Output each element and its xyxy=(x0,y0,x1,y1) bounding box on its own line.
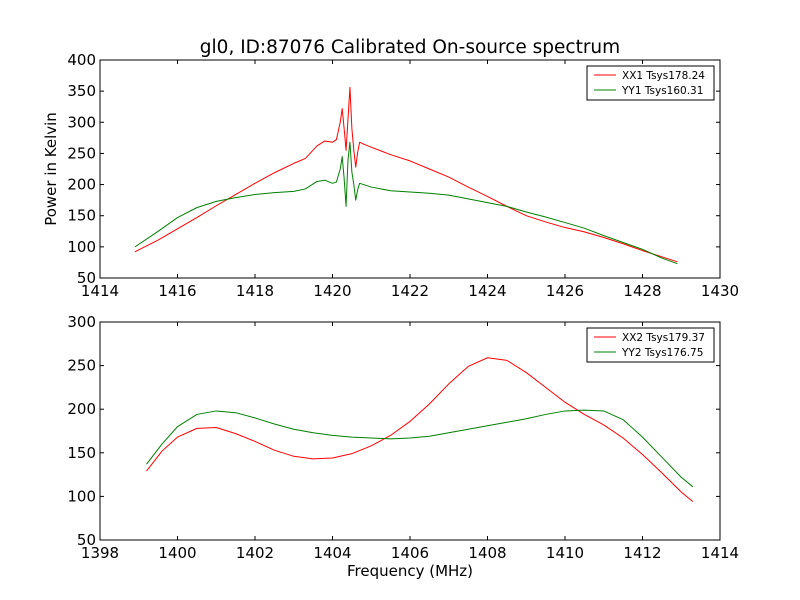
series-line-2-1 xyxy=(146,357,694,503)
y-tick-label: 250 xyxy=(67,357,96,375)
y-tick-label: 400 xyxy=(67,51,96,69)
x-tick-label: 1420 xyxy=(313,282,351,300)
x-tick-label: 1426 xyxy=(546,282,584,300)
legend-2: XX2 Tsys179.37 YY2 Tsys176.75 xyxy=(586,327,715,363)
x-tick-label: 1414 xyxy=(81,282,119,300)
legend-box xyxy=(586,65,715,101)
y-tick-label: 100 xyxy=(67,238,96,256)
x-tick-label: 1428 xyxy=(623,282,661,300)
series-line-2-2 xyxy=(146,409,694,488)
series-line-1-1 xyxy=(134,86,678,263)
y-tick-label: 150 xyxy=(67,207,96,225)
legend-label: XX1 Tsys178.24 xyxy=(622,70,705,82)
chart-title: gl0, ID:87076 Calibrated On-source spect… xyxy=(200,37,620,58)
x-tick-label: 1400 xyxy=(158,544,196,562)
y-tick-label: 50 xyxy=(77,269,96,287)
x-tick-label: 1424 xyxy=(468,282,506,300)
y-tick-label: 100 xyxy=(67,487,96,505)
x-tick-label: 1406 xyxy=(391,544,429,562)
series-line-1-2 xyxy=(134,141,678,265)
legend-label: YY1 Tsys160.31 xyxy=(621,85,703,97)
x-tick-label: 1416 xyxy=(158,282,196,300)
y-tick-label: 50 xyxy=(77,531,96,549)
bottom-panel: 1398 1400 1402 1404 1406 1408 1410 1412 1414 50 10… xyxy=(67,313,739,562)
x-tick-label: 1414 xyxy=(701,544,739,562)
y-tick-label: 300 xyxy=(67,313,96,331)
legend-1: XX1 Tsys178.24 YY1 Tsys160.31 xyxy=(586,65,715,101)
x-tick-label: 1412 xyxy=(623,544,661,562)
y-tick-label: 300 xyxy=(67,113,96,131)
x-tick-label: 1398 xyxy=(81,544,119,562)
x-tick-label: 1418 xyxy=(236,282,274,300)
x-tick-label: 1402 xyxy=(236,544,274,562)
y-tick-label: 150 xyxy=(67,444,96,462)
y-tick-label: 200 xyxy=(67,400,96,418)
x-axis-label-bottom: Frequency (MHz) xyxy=(347,562,473,580)
y-tick-label: 200 xyxy=(67,176,96,194)
x-tick-label: 1430 xyxy=(701,282,739,300)
x-tick-label: 1422 xyxy=(391,282,429,300)
legend-box xyxy=(586,327,715,363)
x-tick-label: 1410 xyxy=(546,544,584,562)
x-tick-label: 1408 xyxy=(468,544,506,562)
legend-label: YY2 Tsys176.75 xyxy=(621,347,703,359)
y-tick-label: 250 xyxy=(67,144,96,162)
legend-label: XX2 Tsys179.37 xyxy=(622,332,705,344)
y-tick-label: 350 xyxy=(67,82,96,100)
y-axis-label-top: Power in Kelvin xyxy=(42,112,60,226)
top-panel: 1414 1416 1418 1420 1422 1424 1426 1428 1430 50 10… xyxy=(67,51,739,300)
x-tick-label: 1404 xyxy=(313,544,351,562)
